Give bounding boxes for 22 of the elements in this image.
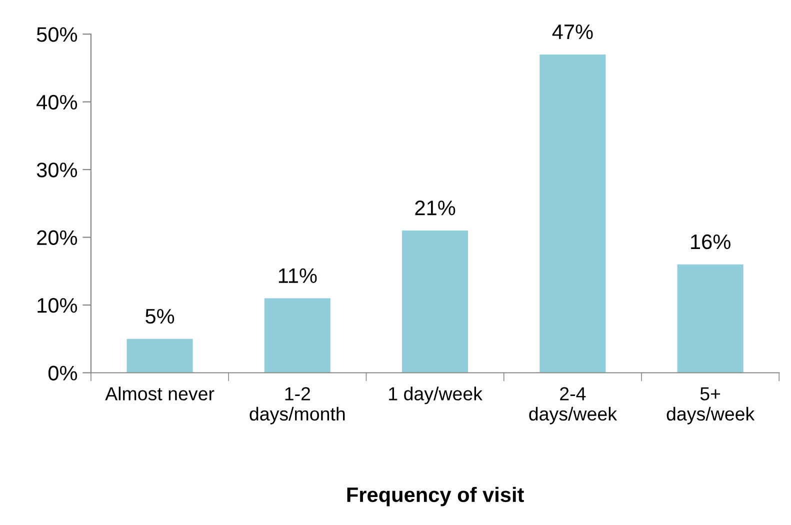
x-tick-label: 1 day/week: [389, 386, 483, 404]
x-tick-label: 2-4 days/week: [529, 387, 618, 424]
x-tick-label: Almost never: [105, 386, 214, 400]
bar: [126, 338, 193, 373]
x-axis-title: Frequency of visit: [347, 486, 524, 506]
y-tick-label: 50%: [36, 27, 78, 42]
data-label: 5%: [146, 308, 174, 324]
bar: [540, 54, 606, 373]
y-tick-label: 30%: [36, 162, 78, 178]
y-tick-label: 10%: [38, 298, 78, 313]
x-tick-label: 1-2 days/month: [250, 387, 345, 424]
bar: [402, 230, 468, 373]
data-label: 47%: [552, 24, 593, 40]
data-label: 21%: [415, 200, 456, 216]
data-label: 16%: [691, 234, 730, 250]
y-tick-label: 40%: [36, 94, 78, 110]
bar: [677, 264, 744, 373]
bar: [264, 298, 330, 373]
y-tick-label: 20%: [37, 230, 78, 246]
x-tick-label: 5+ days/week: [666, 387, 755, 424]
y-tick-label: 0%: [48, 366, 78, 381]
data-label: 11%: [278, 268, 317, 283]
